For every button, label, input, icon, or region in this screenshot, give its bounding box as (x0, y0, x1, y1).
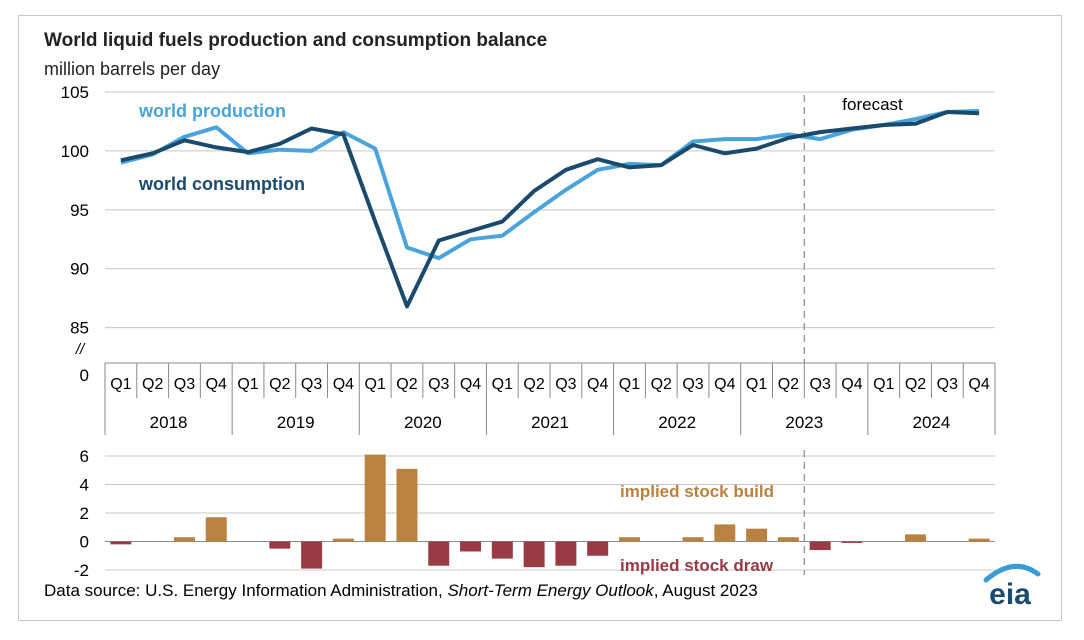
quarter-label: Q2 (269, 376, 290, 393)
stock-draw-bar (587, 541, 609, 556)
y-tick-label: 105 (61, 83, 89, 102)
data-source: Data source: U.S. Energy Information Adm… (44, 581, 758, 601)
stock-draw-bar (809, 541, 831, 551)
y-tick-label: 4 (80, 476, 89, 495)
stock-build-bar (905, 534, 927, 542)
y-tick-label: 0 (80, 533, 89, 552)
quarter-label: Q2 (905, 376, 926, 393)
stock-build-bar (332, 538, 354, 542)
stock-build-label: implied stock build (620, 482, 774, 501)
quarter-label: Q3 (682, 376, 703, 393)
production-line (120, 108, 980, 261)
axis-break-mark: // (75, 341, 86, 358)
consumption-label: world consumption (138, 174, 305, 194)
stock-draw-bar (460, 541, 482, 552)
eia-logo: eia (983, 563, 1041, 610)
y-tick-label: -2 (74, 561, 89, 580)
source-suffix: , August 2023 (653, 581, 758, 600)
quarter-label: Q4 (968, 376, 989, 393)
quarter-label: Q4 (333, 376, 354, 393)
quarter-label: Q2 (778, 376, 799, 393)
stock-draw-bar (110, 541, 132, 545)
year-label: 2021 (531, 413, 569, 432)
quarter-label: Q2 (142, 376, 163, 393)
quarter-label: Q1 (365, 376, 386, 393)
chart-frame (18, 15, 1062, 621)
quarter-label: Q4 (587, 376, 608, 393)
quarter-label: Q1 (492, 376, 513, 393)
stock-draw-bar (523, 541, 545, 568)
y-tick-label: 100 (61, 142, 89, 161)
logo-swoosh (983, 563, 1041, 583)
forecast-label: forecast (842, 95, 903, 114)
y-tick-label: 0 (80, 366, 89, 385)
stock-build-bar (618, 537, 640, 542)
quarter-label: Q1 (619, 376, 640, 393)
stock-build-bar (777, 537, 799, 542)
stock-draw-bar (428, 541, 450, 566)
quarter-label: Q3 (174, 376, 195, 393)
quarter-label: Q3 (428, 376, 449, 393)
stock-draw-bar (555, 541, 577, 566)
quarter-label: Q3 (937, 376, 958, 393)
source-prefix: Data source: U.S. Energy Information Adm… (44, 581, 448, 600)
stock-build-bar (968, 538, 990, 542)
quarter-label: Q1 (237, 376, 258, 393)
year-label: 2023 (785, 413, 823, 432)
quarter-label: Q4 (841, 376, 862, 393)
quarter-label: Q3 (810, 376, 831, 393)
source-publication: Short-Term Energy Outlook (447, 581, 654, 600)
quarter-label: Q2 (523, 376, 544, 393)
year-label: 2022 (658, 413, 696, 432)
quarter-label: Q4 (460, 376, 481, 393)
quarter-label: Q1 (110, 376, 131, 393)
stock-build-bar (746, 528, 768, 542)
quarter-label: Q2 (651, 376, 672, 393)
stock-build-bar (682, 537, 704, 542)
stock-draw-bar (841, 541, 863, 543)
quarter-label: Q4 (206, 376, 227, 393)
stock-build-bar (173, 537, 195, 542)
stock-draw-bar (301, 541, 323, 569)
y-tick-label: 6 (80, 447, 89, 466)
stock-draw-label: implied stock draw (620, 556, 774, 575)
y-tick-label: 85 (70, 319, 89, 338)
consumption-line (120, 110, 980, 309)
year-label: 2020 (404, 413, 442, 432)
quarter-label: Q3 (555, 376, 576, 393)
production-label: world production (138, 101, 286, 121)
stock-build-bar (396, 468, 418, 542)
quarter-label: Q2 (396, 376, 417, 393)
y-tick-label: 2 (80, 504, 89, 523)
quarter-label: Q1 (746, 376, 767, 393)
year-label: 2018 (150, 413, 188, 432)
stock-build-bar (364, 454, 386, 542)
y-tick-label: 95 (70, 201, 89, 220)
chart-title: World liquid fuels production and consum… (44, 30, 548, 51)
year-label: 2019 (277, 413, 315, 432)
chart-subtitle: million barrels per day (44, 59, 221, 79)
quarter-label: Q1 (873, 376, 894, 393)
logo-text: eia (989, 578, 1031, 610)
stock-build-bar (714, 524, 736, 542)
stock-draw-bar (269, 541, 291, 549)
year-label: 2024 (913, 413, 951, 432)
stock-draw-bar (491, 541, 513, 559)
y-tick-label: 90 (70, 260, 89, 279)
quarter-label: Q4 (714, 376, 735, 393)
quarter-label: Q3 (301, 376, 322, 393)
stock-build-bar (205, 517, 227, 542)
